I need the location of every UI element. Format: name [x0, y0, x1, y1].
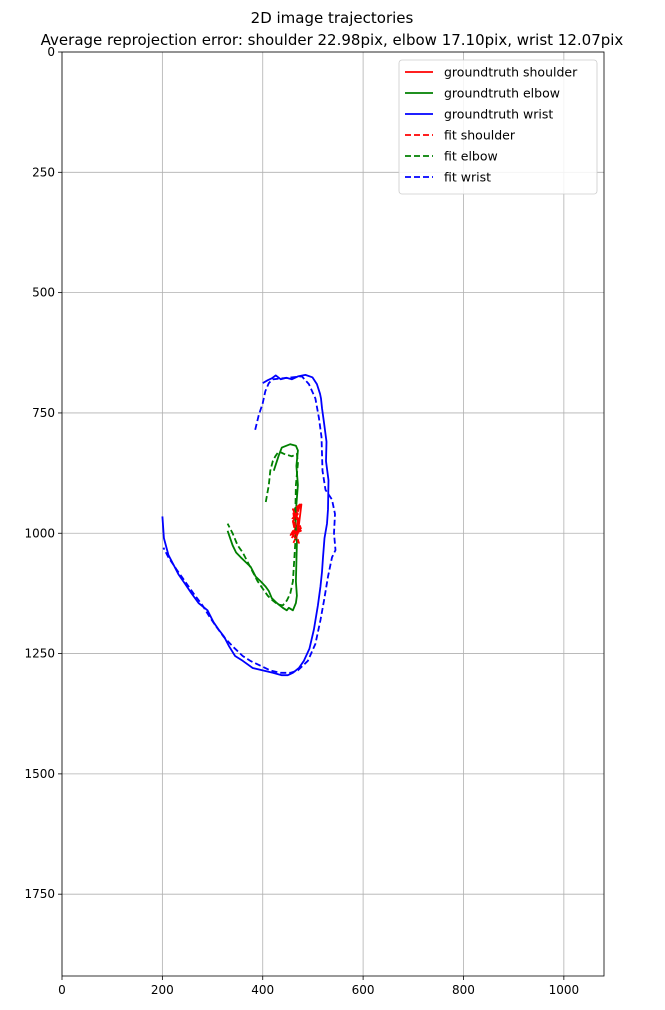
y-tick-label: 1250 [24, 647, 55, 661]
x-tick-label: 200 [151, 983, 174, 997]
series-layer [161, 373, 337, 677]
x-tick-label: 0 [58, 983, 66, 997]
series-line-fit-wrist [162, 375, 337, 674]
y-tick-label: 1500 [24, 767, 55, 781]
series-line-groundtruth-elbow [226, 443, 299, 612]
legend-entry-label: fit elbow [444, 149, 498, 164]
chart-title: 2D image trajectories [251, 9, 414, 27]
plot-frame [61, 51, 605, 977]
x-tick-label: 800 [452, 983, 475, 997]
y-tick-label: 750 [32, 406, 55, 420]
series-line-fit-elbow [226, 450, 299, 607]
y-tick-label: 1000 [24, 526, 55, 540]
chart-subtitle: Average reprojection error: shoulder 22.… [41, 31, 624, 49]
legend-entry-label: groundtruth shoulder [444, 65, 578, 80]
y-tick-label: 500 [32, 286, 55, 300]
grid-lines [61, 51, 604, 976]
series-line-groundtruth-shoulder [290, 503, 303, 544]
legend-entry-label: groundtruth wrist [444, 107, 553, 122]
series-line-fit-shoulder [289, 503, 302, 544]
y-tick-label: 0 [47, 45, 55, 59]
legend: groundtruth shoulder groundtruth elbow gro… [398, 59, 598, 195]
x-axis: 0 200 400 600 800 1000 [58, 976, 579, 997]
legend-entry-label: groundtruth elbow [444, 86, 560, 101]
series-line-groundtruth-wrist [161, 373, 330, 677]
x-tick-label: 600 [352, 983, 375, 997]
legend-box [398, 59, 598, 195]
y-tick-label: 1750 [24, 887, 55, 901]
x-tick-label: 400 [251, 983, 274, 997]
x-tick-label: 1000 [549, 983, 580, 997]
y-tick-label: 250 [32, 165, 55, 179]
legend-entry-label: fit shoulder [444, 128, 516, 143]
legend-entry-label: fit wrist [444, 170, 491, 185]
y-axis: 0 250 500 750 1000 1250 1500 1750 [24, 45, 62, 901]
